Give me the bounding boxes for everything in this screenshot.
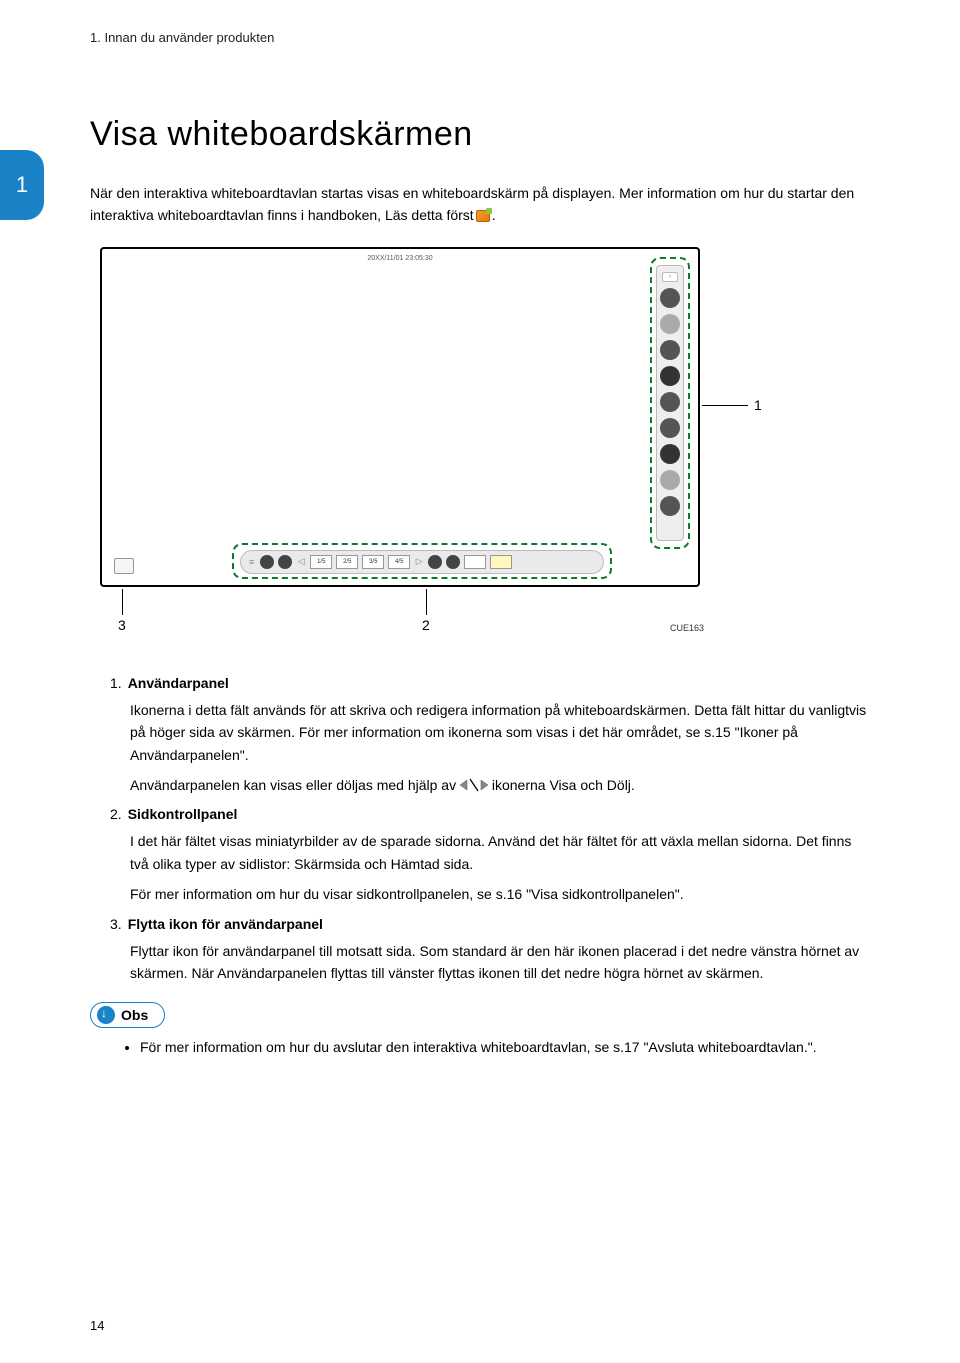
page-thumb: 1/5 xyxy=(310,555,332,569)
item-paragraph: Användarpanelen kan visas eller döljas m… xyxy=(130,774,870,796)
item-paragraph: Flyttar ikon för användarpanel till mots… xyxy=(130,940,870,985)
item-paragraph: För mer information om hur du visar sidk… xyxy=(130,883,870,905)
page-thumb: 3/5 xyxy=(362,555,384,569)
grip-icon: ≡ xyxy=(247,557,256,567)
leader-line xyxy=(122,589,123,615)
read-this-first-icon xyxy=(476,210,490,222)
item-title: Användarpanel xyxy=(128,675,229,691)
note-bullet: För mer information om hur du avslutar d… xyxy=(140,1036,870,1058)
item-paragraph: I det här fältet visas miniatyrbilder av… xyxy=(130,830,870,875)
list-item: 2. Sidkontrollpanel I det här fältet vis… xyxy=(110,806,870,905)
tool-dot xyxy=(660,340,680,360)
callout-3: 3 xyxy=(118,617,126,633)
tool-dot xyxy=(660,418,680,438)
whiteboard-screen: 20XX/11/01 23:05:30 › ≡ ◁ 1/5 xyxy=(100,247,700,587)
item-number: 1. xyxy=(110,675,122,691)
show-hide-before: Användarpanelen kan visas eller döljas m… xyxy=(130,777,460,793)
whiteboard-figure: 20XX/11/01 23:05:30 › ≡ ◁ 1/5 xyxy=(90,247,870,657)
show-hide-icon xyxy=(460,778,488,792)
page-number: 14 xyxy=(90,1318,104,1333)
tool-dot xyxy=(278,555,292,569)
page-thumb: 4/5 xyxy=(388,555,410,569)
note-down-icon xyxy=(97,1006,115,1024)
tool-dot xyxy=(260,555,274,569)
intro-text-after: . xyxy=(492,207,496,223)
tool-dot xyxy=(660,288,680,308)
move-panel-icon xyxy=(114,558,134,574)
page-control-panel: ≡ ◁ 1/5 2/5 3/5 4/5 ▷ xyxy=(240,550,604,574)
figure-id: CUE163 xyxy=(670,623,704,633)
numbered-list: 1. Användarpanel Ikonerna i detta fält a… xyxy=(110,675,870,985)
leader-line xyxy=(702,405,748,406)
callout-2: 2 xyxy=(422,617,430,633)
page-slot xyxy=(464,555,486,569)
callout-1: 1 xyxy=(754,397,762,413)
item-number: 2. xyxy=(110,806,122,822)
tool-dot xyxy=(446,555,460,569)
list-item: 3. Flytta ikon för användarpanel Flyttar… xyxy=(110,916,870,985)
chapter-side-tab: 1 xyxy=(0,150,44,220)
next-icon: ▷ xyxy=(414,556,424,567)
note-label: Obs xyxy=(121,1007,148,1023)
item-title: Sidkontrollpanel xyxy=(128,806,238,822)
intro-paragraph: När den interaktiva whiteboardtavlan sta… xyxy=(90,182,870,227)
tool-dot xyxy=(660,314,680,334)
show-hide-after: ikonerna Visa och Dölj. xyxy=(488,777,635,793)
page-thumb: 2/5 xyxy=(336,555,358,569)
tool-dot xyxy=(660,470,680,490)
tool-dot xyxy=(660,392,680,412)
list-item: 1. Användarpanel Ikonerna i detta fält a… xyxy=(110,675,870,797)
tool-dot xyxy=(660,444,680,464)
screen-datetime: 20XX/11/01 23:05:30 xyxy=(102,255,698,262)
tool-dot xyxy=(660,366,680,386)
expand-icon: › xyxy=(662,272,678,282)
leader-line xyxy=(426,589,427,615)
tool-dot xyxy=(660,496,680,516)
prev-icon: ◁ xyxy=(296,556,306,567)
item-title: Flytta ikon för användarpanel xyxy=(128,916,323,932)
item-number: 3. xyxy=(110,916,122,932)
note-list: För mer information om hur du avslutar d… xyxy=(140,1036,870,1058)
page-title: Visa whiteboardskärmen xyxy=(90,115,870,154)
user-panel: › xyxy=(656,265,684,541)
note-badge: Obs xyxy=(90,1002,165,1028)
item-paragraph: Ikonerna i detta fält används för att sk… xyxy=(130,699,870,766)
running-head: 1. Innan du använder produkten xyxy=(90,30,870,45)
intro-text-before: När den interaktiva whiteboardtavlan sta… xyxy=(90,185,854,223)
page-slot-active xyxy=(490,555,512,569)
tool-dot xyxy=(428,555,442,569)
